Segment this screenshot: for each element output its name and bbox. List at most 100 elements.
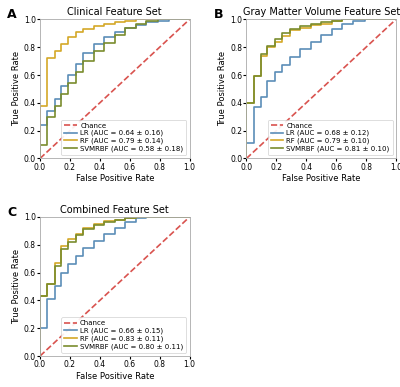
- RF (AUC = 0.83 ± 0.11): [38, 294, 42, 298]
- RF (AUC = 0.83 ± 0.11): [58, 244, 63, 248]
- SVMRBF (AUC = 0.81 ± 0.10): [280, 31, 285, 36]
- RF (AUC = 0.83 ± 0.11): [81, 231, 86, 236]
- SVMRBF (AUC = 0.80 ± 0.11): [52, 263, 57, 268]
- SVMRBF (AUC = 0.81 ± 0.10): [383, 17, 388, 22]
- Line: RF (AUC = 0.83 ± 0.11): RF (AUC = 0.83 ± 0.11): [40, 217, 190, 356]
- SVMRBF (AUC = 0.80 ± 0.11): [123, 216, 128, 221]
- SVMRBF (AUC = 0.58 ± 0.18): [166, 17, 171, 22]
- RF (AUC = 0.83 ± 0.11): [156, 214, 160, 219]
- LR (AUC = 0.68 ± 0.12): [373, 17, 378, 22]
- LR (AUC = 0.66 ± 0.15): [156, 214, 160, 219]
- RF (AUC = 0.83 ± 0.11): [177, 214, 182, 219]
- LR (AUC = 0.64 ± 0.16): [92, 42, 96, 47]
- RF (AUC = 0.79 ± 0.10): [265, 53, 270, 58]
- SVMRBF (AUC = 0.80 ± 0.11): [102, 220, 107, 225]
- LR (AUC = 0.68 ± 0.12): [298, 55, 303, 59]
- SVMRBF (AUC = 0.80 ± 0.11): [102, 223, 107, 228]
- LR (AUC = 0.64 ± 0.16): [38, 123, 42, 127]
- LR (AUC = 0.68 ± 0.12): [280, 63, 285, 68]
- RF (AUC = 0.79 ± 0.10): [280, 34, 285, 38]
- SVMRBF (AUC = 0.58 ± 0.18): [66, 81, 71, 86]
- RF (AUC = 0.79 ± 0.14): [52, 56, 57, 61]
- LR (AUC = 0.68 ± 0.12): [350, 19, 355, 23]
- SVMRBF (AUC = 0.81 ± 0.10): [350, 17, 355, 22]
- LR (AUC = 0.68 ± 0.12): [394, 17, 398, 22]
- SVMRBF (AUC = 0.80 ± 0.11): [144, 214, 149, 219]
- RF (AUC = 0.79 ± 0.10): [319, 22, 324, 27]
- LR (AUC = 0.68 ± 0.12): [340, 27, 344, 31]
- SVMRBF (AUC = 0.80 ± 0.11): [81, 227, 86, 232]
- LR (AUC = 0.66 ± 0.15): [112, 226, 117, 230]
- RF (AUC = 0.79 ± 0.14): [58, 49, 63, 54]
- SVMRBF (AUC = 0.80 ± 0.11): [45, 294, 50, 298]
- LR (AUC = 0.64 ± 0.16): [52, 96, 57, 101]
- SVMRBF (AUC = 0.58 ± 0.18): [177, 17, 182, 22]
- Title: Clinical Feature Set: Clinical Feature Set: [68, 7, 162, 17]
- LR (AUC = 0.64 ± 0.16): [166, 17, 171, 22]
- RF (AUC = 0.79 ± 0.10): [298, 28, 303, 33]
- RF (AUC = 0.79 ± 0.14): [133, 19, 138, 23]
- RF (AUC = 0.79 ± 0.10): [394, 17, 398, 22]
- LR (AUC = 0.64 ± 0.16): [81, 50, 86, 55]
- SVMRBF (AUC = 0.58 ± 0.18): [177, 17, 182, 22]
- LR (AUC = 0.68 ± 0.12): [362, 19, 367, 23]
- SVMRBF (AUC = 0.81 ± 0.10): [287, 27, 292, 31]
- RF (AUC = 0.79 ± 0.14): [133, 17, 138, 22]
- SVMRBF (AUC = 0.80 ± 0.11): [45, 281, 50, 286]
- LR (AUC = 0.64 ± 0.16): [38, 156, 42, 161]
- LR (AUC = 0.64 ± 0.16): [45, 109, 50, 113]
- SVMRBF (AUC = 0.80 ± 0.11): [144, 214, 149, 219]
- LR (AUC = 0.66 ± 0.15): [177, 214, 182, 219]
- SVMRBF (AUC = 0.58 ± 0.18): [112, 41, 117, 45]
- RF (AUC = 0.79 ± 0.14): [45, 56, 50, 61]
- RF (AUC = 0.79 ± 0.14): [102, 24, 107, 29]
- RF (AUC = 0.83 ± 0.11): [144, 214, 149, 219]
- Line: SVMRBF (AUC = 0.58 ± 0.18): SVMRBF (AUC = 0.58 ± 0.18): [40, 19, 190, 159]
- RF (AUC = 0.79 ± 0.14): [92, 27, 96, 31]
- RF (AUC = 0.79 ± 0.10): [319, 21, 324, 26]
- SVMRBF (AUC = 0.81 ± 0.10): [329, 19, 334, 23]
- SVMRBF (AUC = 0.80 ± 0.11): [92, 223, 96, 228]
- SVMRBF (AUC = 0.80 ± 0.11): [123, 217, 128, 222]
- SVMRBF (AUC = 0.81 ± 0.10): [280, 36, 285, 41]
- LR (AUC = 0.68 ± 0.12): [252, 104, 256, 109]
- SVMRBF (AUC = 0.58 ± 0.18): [52, 103, 57, 108]
- LR (AUC = 0.64 ± 0.16): [52, 109, 57, 113]
- LR (AUC = 0.64 ± 0.16): [177, 17, 182, 22]
- LR (AUC = 0.68 ± 0.12): [362, 17, 367, 22]
- LR (AUC = 0.66 ± 0.15): [45, 297, 50, 301]
- RF (AUC = 0.83 ± 0.11): [187, 214, 192, 219]
- LR (AUC = 0.64 ± 0.16): [102, 42, 107, 47]
- RF (AUC = 0.79 ± 0.14): [45, 103, 50, 108]
- LR (AUC = 0.66 ± 0.15): [66, 262, 71, 267]
- SVMRBF (AUC = 0.58 ± 0.18): [74, 81, 78, 86]
- SVMRBF (AUC = 0.80 ± 0.11): [81, 233, 86, 237]
- SVMRBF (AUC = 0.58 ± 0.18): [187, 17, 192, 22]
- SVMRBF (AUC = 0.81 ± 0.10): [362, 17, 367, 22]
- RF (AUC = 0.83 ± 0.11): [166, 214, 171, 219]
- SVMRBF (AUC = 0.58 ± 0.18): [166, 17, 171, 22]
- SVMRBF (AUC = 0.81 ± 0.10): [350, 17, 355, 22]
- RF (AUC = 0.83 ± 0.11): [74, 231, 78, 236]
- LR (AUC = 0.66 ± 0.15): [66, 270, 71, 275]
- SVMRBF (AUC = 0.80 ± 0.11): [166, 214, 171, 219]
- SVMRBF (AUC = 0.58 ± 0.18): [52, 115, 57, 119]
- LR (AUC = 0.64 ± 0.16): [58, 96, 63, 101]
- Line: RF (AUC = 0.79 ± 0.10): RF (AUC = 0.79 ± 0.10): [246, 19, 396, 159]
- SVMRBF (AUC = 0.80 ± 0.11): [112, 217, 117, 222]
- SVMRBF (AUC = 0.80 ± 0.11): [133, 214, 138, 219]
- SVMRBF (AUC = 0.80 ± 0.11): [177, 214, 182, 219]
- LR (AUC = 0.66 ± 0.15): [92, 238, 96, 243]
- SVMRBF (AUC = 0.81 ± 0.10): [265, 43, 270, 48]
- LR (AUC = 0.64 ± 0.16): [156, 19, 160, 23]
- RF (AUC = 0.79 ± 0.14): [112, 21, 117, 26]
- LR (AUC = 0.68 ± 0.12): [287, 63, 292, 68]
- LR (AUC = 0.66 ± 0.15): [45, 326, 50, 330]
- LR (AUC = 0.68 ± 0.12): [244, 141, 249, 146]
- LR (AUC = 0.66 ± 0.15): [156, 214, 160, 219]
- SVMRBF (AUC = 0.81 ± 0.10): [259, 74, 264, 79]
- SVMRBF (AUC = 0.58 ± 0.18): [123, 26, 128, 30]
- RF (AUC = 0.83 ± 0.11): [102, 221, 107, 226]
- SVMRBF (AUC = 0.81 ± 0.10): [319, 20, 324, 24]
- RF (AUC = 0.79 ± 0.10): [383, 17, 388, 22]
